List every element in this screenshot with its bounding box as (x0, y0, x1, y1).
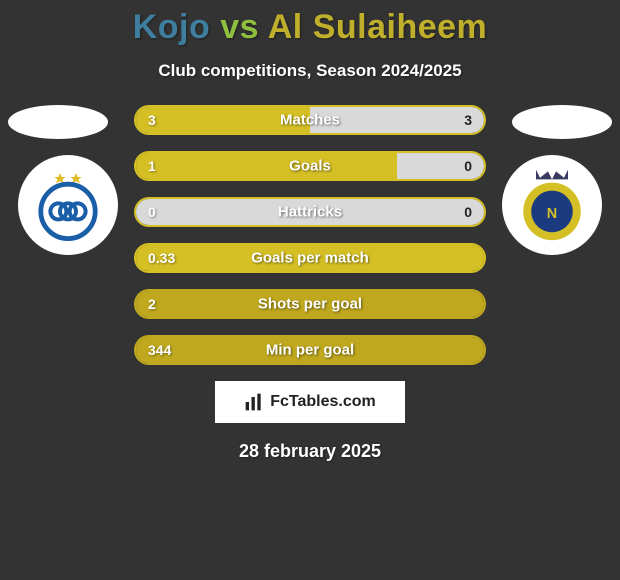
stat-value-right: 3 (464, 112, 472, 128)
stat-row: 1 0 Goals (134, 151, 486, 181)
page-title: Kojo vs Al Sulaiheem (0, 0, 620, 47)
stat-row: 2 Shots per goal (134, 289, 486, 319)
stat-row: 3 3 Matches (134, 105, 486, 135)
stat-value-right: 0 (464, 204, 472, 220)
subtitle: Club competitions, Season 2024/2025 (0, 61, 620, 81)
stat-row: 0 0 Hattricks (134, 197, 486, 227)
fctables-chart-icon (244, 392, 264, 412)
stat-row: 0.33 Goals per match (134, 243, 486, 273)
stat-value-left: 0.33 (148, 250, 175, 266)
crown-icon (536, 170, 568, 180)
stats-bars: 3 3 Matches 1 0 Goals 0 0 Hattricks 0.33 Goals per… (134, 105, 486, 365)
esteghlal-badge-icon (28, 165, 108, 245)
fctables-label: FcTables.com (270, 393, 376, 411)
badge-text: N (547, 206, 557, 222)
comparison-container: N 3 3 Matches 1 0 Goals 0 0 Hattricks 0.33 Goals p… (0, 105, 620, 365)
stat-value-left: 2 (148, 296, 156, 312)
title-vs: vs (220, 8, 259, 46)
stat-value-left: 1 (148, 158, 156, 174)
left-team-badge (18, 155, 118, 255)
stat-label: Goals per match (251, 250, 369, 267)
stat-value-left: 344 (148, 342, 171, 358)
stat-label: Min per goal (266, 342, 354, 359)
stat-label: Shots per goal (258, 296, 362, 313)
title-left: Kojo (133, 8, 211, 46)
fctables-watermark: FcTables.com (215, 381, 405, 423)
stat-label: Matches (280, 112, 340, 129)
date-text: 28 february 2025 (0, 441, 620, 462)
right-player-ellipse (512, 105, 612, 139)
stat-row: 344 Min per goal (134, 335, 486, 365)
title-right: Al Sulaiheem (268, 8, 488, 46)
stat-value-left: 3 (148, 112, 156, 128)
stat-label: Hattricks (278, 204, 342, 221)
stat-bar-left (136, 153, 397, 179)
alnassr-badge-icon: N (512, 165, 592, 245)
stat-value-left: 0 (148, 204, 156, 220)
stat-value-right: 0 (464, 158, 472, 174)
left-player-ellipse (8, 105, 108, 139)
stat-label: Goals (289, 158, 331, 175)
right-team-badge: N (502, 155, 602, 255)
